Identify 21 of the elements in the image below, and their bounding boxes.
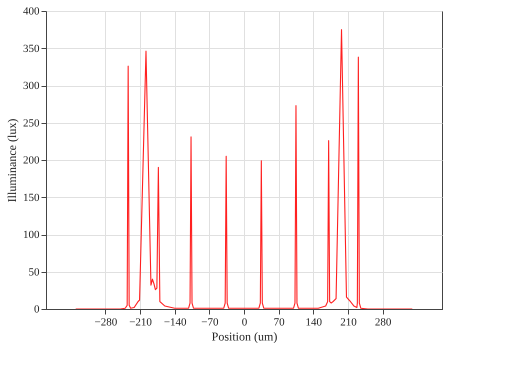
y-tick-label: 0 — [34, 304, 40, 316]
y-tick-label: 250 — [23, 117, 40, 130]
y-tick-label: 50 — [28, 266, 40, 278]
x-tick-label: −70 — [201, 316, 219, 328]
y-tick-label: 300 — [23, 80, 40, 92]
y-tick-label: 350 — [23, 42, 40, 55]
y-tick-label: 200 — [23, 154, 40, 166]
x-tick-label: −140 — [164, 316, 188, 328]
x-tick-label: 70 — [274, 316, 286, 328]
x-tick-label: −280 — [94, 316, 118, 328]
y-axis-title: Illuminance (lux) — [5, 118, 19, 202]
line-series — [75, 29, 413, 309]
x-tick-label: 140 — [306, 316, 323, 328]
x-tick-label: −210 — [129, 316, 152, 328]
x-tick-label: 0 — [242, 316, 248, 328]
y-tick-label: 400 — [23, 6, 40, 18]
x-tick-label: 280 — [374, 316, 392, 328]
y-tick-label: 100 — [23, 229, 40, 241]
y-tick-label: 150 — [23, 192, 40, 204]
x-axis-title: Position (um) — [212, 330, 278, 344]
x-tick-label: 210 — [340, 316, 358, 328]
